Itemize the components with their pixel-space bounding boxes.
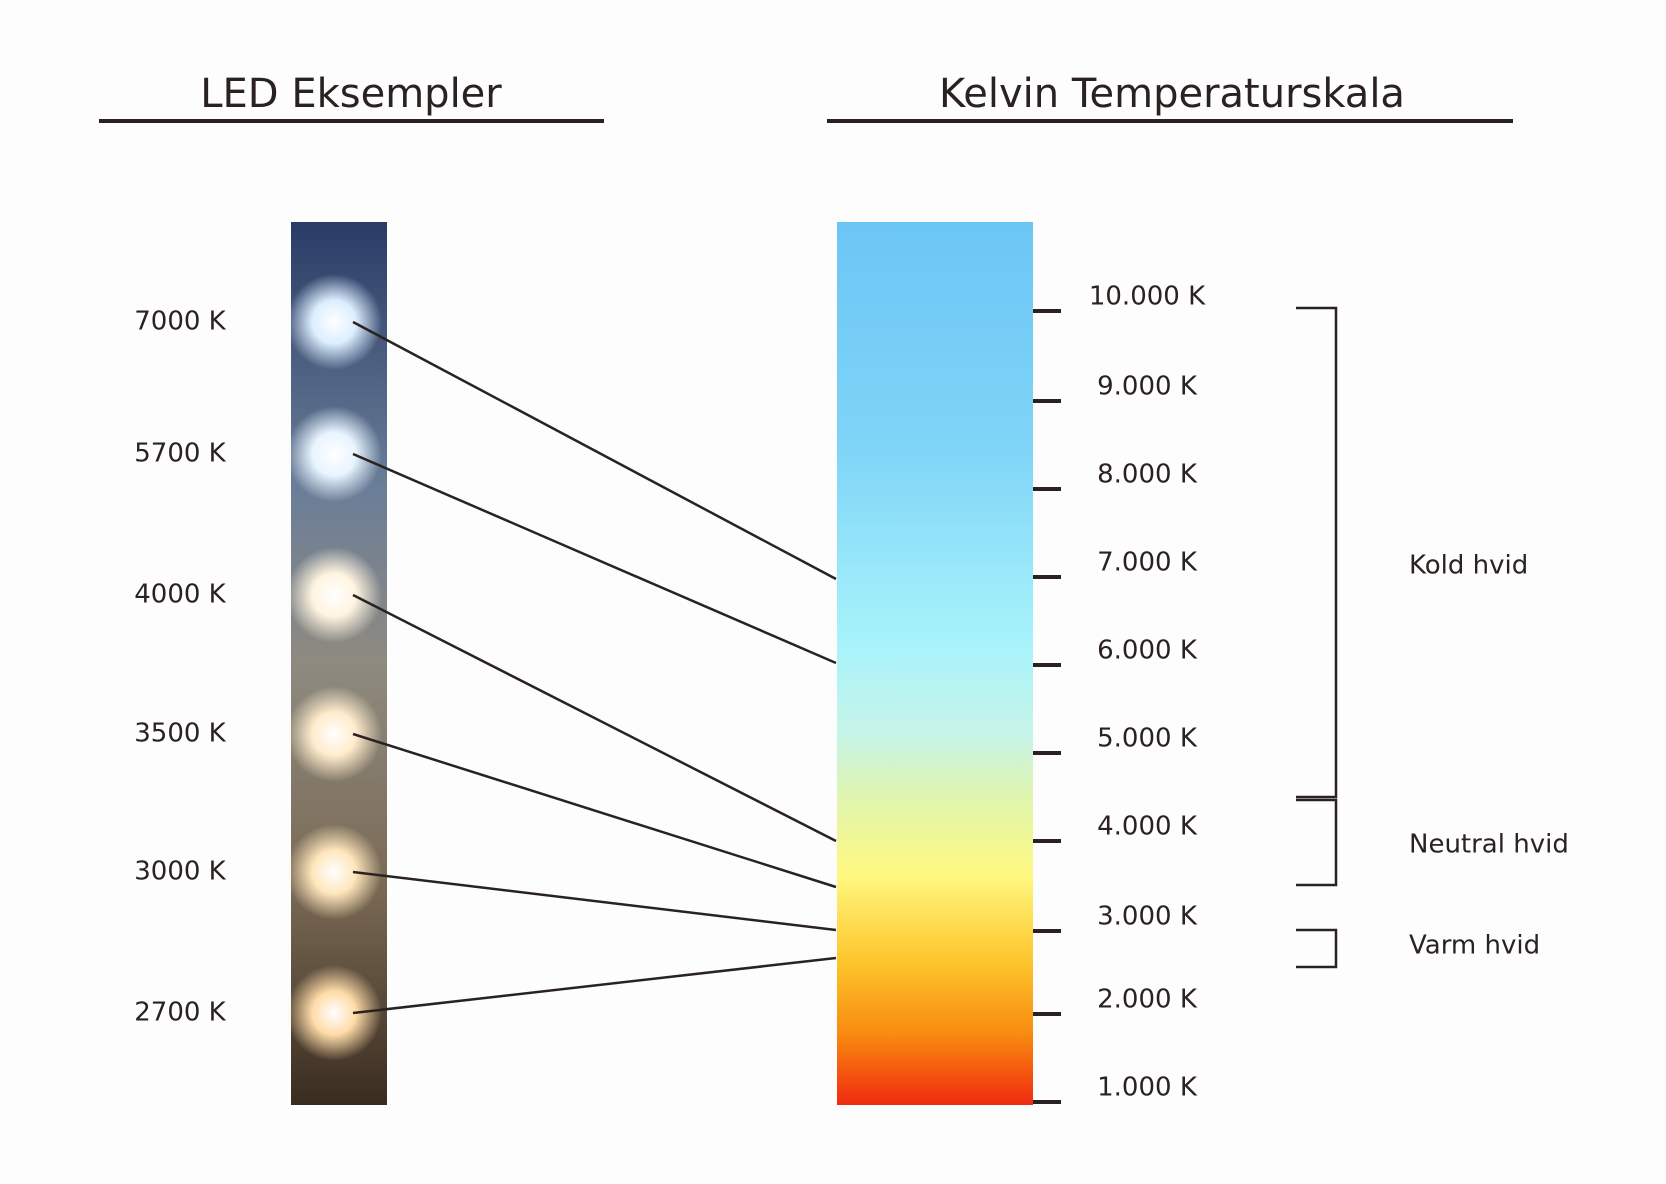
tick-label: 5.000 K xyxy=(1097,724,1198,754)
tick-label: 8.000 K xyxy=(1097,460,1198,490)
tick-label: 6.000 K xyxy=(1097,636,1198,666)
led-label: 7000 K xyxy=(134,307,226,337)
led-glow xyxy=(286,965,382,1061)
led-glow xyxy=(286,547,382,643)
group-label: Kold hvid xyxy=(1409,551,1528,581)
bracket xyxy=(1296,928,1338,969)
connector xyxy=(352,732,837,889)
led-label: 3500 K xyxy=(134,719,226,749)
tick-label: 9.000 K xyxy=(1097,372,1198,402)
tick-label: 4.000 K xyxy=(1097,812,1198,842)
led-glow xyxy=(286,274,382,370)
bracket xyxy=(1296,306,1338,799)
connector xyxy=(352,593,837,843)
led-title: LED Eksempler xyxy=(200,71,502,117)
connector xyxy=(352,452,837,665)
color-scale xyxy=(837,222,1033,1105)
led-label: 4000 K xyxy=(134,580,226,610)
tick-label: 3.000 K xyxy=(1097,902,1198,932)
tick-label: 1.000 K xyxy=(1097,1073,1198,1103)
tick-label: 10.000 K xyxy=(1089,282,1206,312)
connector xyxy=(352,320,837,581)
bracket xyxy=(1296,798,1338,887)
led-glow xyxy=(286,406,382,502)
led-label: 2700 K xyxy=(134,998,226,1028)
led-glow xyxy=(286,824,382,920)
led-label: 5700 K xyxy=(134,439,226,469)
led-glow xyxy=(286,686,382,782)
group-label: Neutral hvid xyxy=(1409,830,1569,860)
connector xyxy=(352,956,837,1015)
tick-label: 7.000 K xyxy=(1097,548,1198,578)
tick-label: 2.000 K xyxy=(1097,985,1198,1015)
group-label: Varm hvid xyxy=(1409,931,1540,961)
led-label: 3000 K xyxy=(134,857,226,887)
scale-title: Kelvin Temperaturskala xyxy=(939,71,1405,117)
connector xyxy=(352,870,837,932)
